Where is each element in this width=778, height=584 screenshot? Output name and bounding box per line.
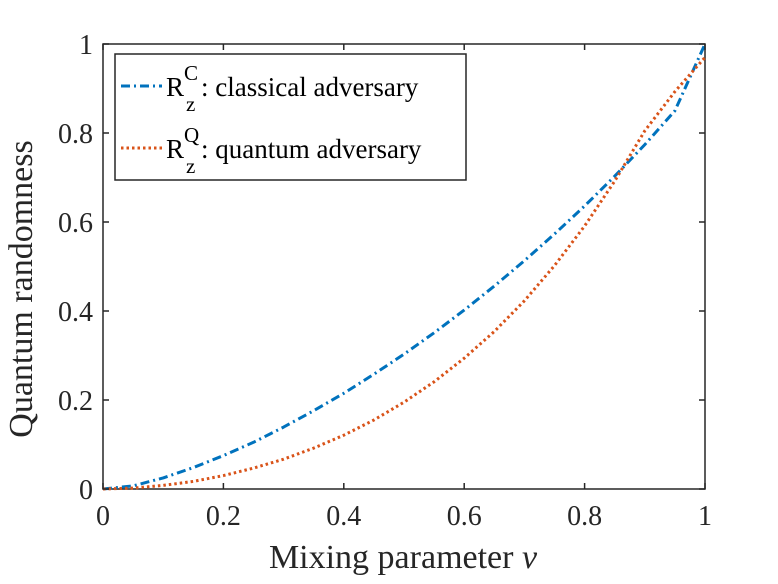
legend-entry-quantum: RQ z: quantum adversary	[166, 123, 422, 178]
y-tick-label: 0.8	[58, 119, 93, 150]
x-axis-variable: v	[522, 539, 538, 576]
y-tick-label: 1	[79, 30, 93, 61]
x-tick-label: 0.2	[206, 501, 241, 532]
series-line-classical	[102, 43, 707, 491]
x-axis-label: Mixing parameter v	[269, 539, 538, 576]
y-tick-label: 0	[79, 475, 93, 506]
y-tick-label: 0.2	[58, 386, 93, 417]
x-tick-label: 0.6	[447, 501, 482, 532]
legend-sub-classical: z	[186, 92, 195, 116]
legend-sup-classical: C	[184, 61, 198, 85]
tick-labels: 0 0.2 0.4 0.6 0.8 1 0 0.2 0.4 0.6 0.8 1	[58, 30, 712, 532]
axis-ticks	[102, 43, 706, 490]
legend-symbol-quantum: R	[166, 134, 184, 164]
x-tick-label: 0.8	[567, 501, 602, 532]
x-axis-label-text: Mixing parameter	[269, 539, 514, 576]
legend-sub-quantum: z	[186, 154, 195, 178]
y-axis-label: Quantum randomness	[3, 140, 40, 437]
legend-sup-quantum: Q	[184, 123, 199, 147]
x-tick-label: 0.4	[326, 501, 361, 532]
series-line-quantum	[102, 56, 707, 491]
legend-label-quantum: : quantum adversary	[201, 134, 422, 164]
y-tick-label: 0.6	[58, 208, 93, 239]
legend-label-classical: : classical adversary	[201, 72, 419, 102]
legend-entry-classical: RC z: classical adversary	[166, 61, 419, 116]
legend-box	[114, 53, 467, 181]
legend: RC z: classical adversary RQ z: quantum ad…	[114, 53, 467, 181]
y-tick-label: 0.4	[58, 297, 93, 328]
legend-symbol-classical: R	[166, 72, 184, 102]
x-tick-label: 1	[698, 501, 712, 532]
plot-lines	[102, 43, 707, 491]
x-tick-label: 0	[96, 501, 110, 532]
